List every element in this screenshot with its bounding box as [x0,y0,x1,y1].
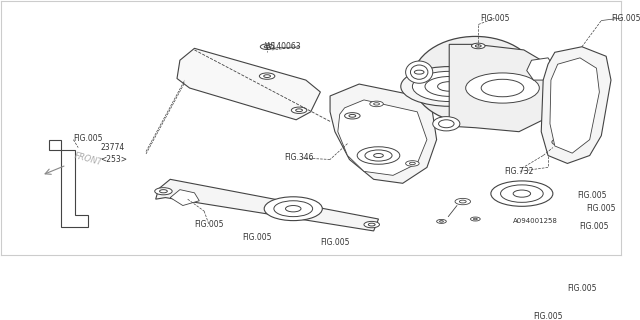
Text: FIG.732: FIG.732 [504,167,534,176]
Circle shape [344,113,360,119]
Circle shape [374,154,383,157]
Text: FIG.005: FIG.005 [579,222,608,231]
Circle shape [440,220,444,222]
Text: A094001258: A094001258 [513,219,557,224]
Circle shape [552,139,570,146]
Circle shape [557,140,564,144]
Text: FIG.005: FIG.005 [577,191,606,200]
Circle shape [291,107,307,113]
Text: FIG.005: FIG.005 [567,284,596,292]
Polygon shape [338,100,427,175]
Circle shape [460,200,466,203]
Circle shape [264,197,323,220]
Text: FIG.005: FIG.005 [480,14,509,23]
Circle shape [412,71,486,101]
Polygon shape [156,179,378,231]
Circle shape [401,67,498,106]
Ellipse shape [410,65,428,79]
Ellipse shape [438,120,454,128]
Text: FIG.005: FIG.005 [586,204,616,213]
Text: FIG.005: FIG.005 [533,312,563,320]
Circle shape [414,70,424,74]
Circle shape [410,162,415,164]
Polygon shape [541,47,611,164]
Text: W140063: W140063 [264,42,301,51]
Ellipse shape [412,36,538,124]
Circle shape [425,76,474,96]
Circle shape [406,161,419,166]
Circle shape [476,45,481,47]
Circle shape [357,147,400,164]
Circle shape [274,201,312,217]
Circle shape [438,82,461,91]
Circle shape [183,197,193,201]
Circle shape [349,115,356,117]
Text: 23774: 23774 [100,143,125,152]
Text: FRONT: FRONT [74,151,104,168]
Polygon shape [550,58,600,153]
Text: <253>: <253> [100,155,127,164]
Circle shape [436,220,446,223]
Circle shape [370,101,383,107]
Circle shape [513,190,531,197]
Circle shape [481,79,524,97]
Polygon shape [170,190,199,205]
Circle shape [577,114,588,118]
Circle shape [264,75,271,77]
Polygon shape [527,58,555,80]
Circle shape [364,221,380,228]
Circle shape [369,223,375,226]
Polygon shape [449,44,553,132]
Circle shape [264,45,270,48]
Circle shape [564,74,576,78]
Ellipse shape [433,116,460,131]
Text: FIG.005: FIG.005 [320,238,349,247]
Circle shape [474,218,477,220]
Circle shape [259,73,275,79]
Polygon shape [177,48,321,120]
Circle shape [559,71,582,81]
Text: FIG.005: FIG.005 [611,14,640,23]
Text: FIG.005: FIG.005 [243,233,272,242]
Circle shape [470,217,480,221]
Circle shape [296,109,303,112]
Circle shape [365,150,392,161]
Circle shape [374,103,380,105]
Circle shape [159,190,167,193]
Text: FIG.346: FIG.346 [284,153,314,162]
Text: FIG.005: FIG.005 [194,220,224,229]
Circle shape [155,188,172,195]
Circle shape [260,44,274,50]
Circle shape [572,111,593,120]
Circle shape [455,198,470,205]
Circle shape [472,43,485,49]
Circle shape [491,181,553,206]
Circle shape [500,185,543,202]
Circle shape [466,73,540,103]
Polygon shape [330,84,436,183]
Polygon shape [49,140,88,227]
Circle shape [285,205,301,212]
Text: FIG.005: FIG.005 [74,133,103,142]
Ellipse shape [406,61,433,83]
